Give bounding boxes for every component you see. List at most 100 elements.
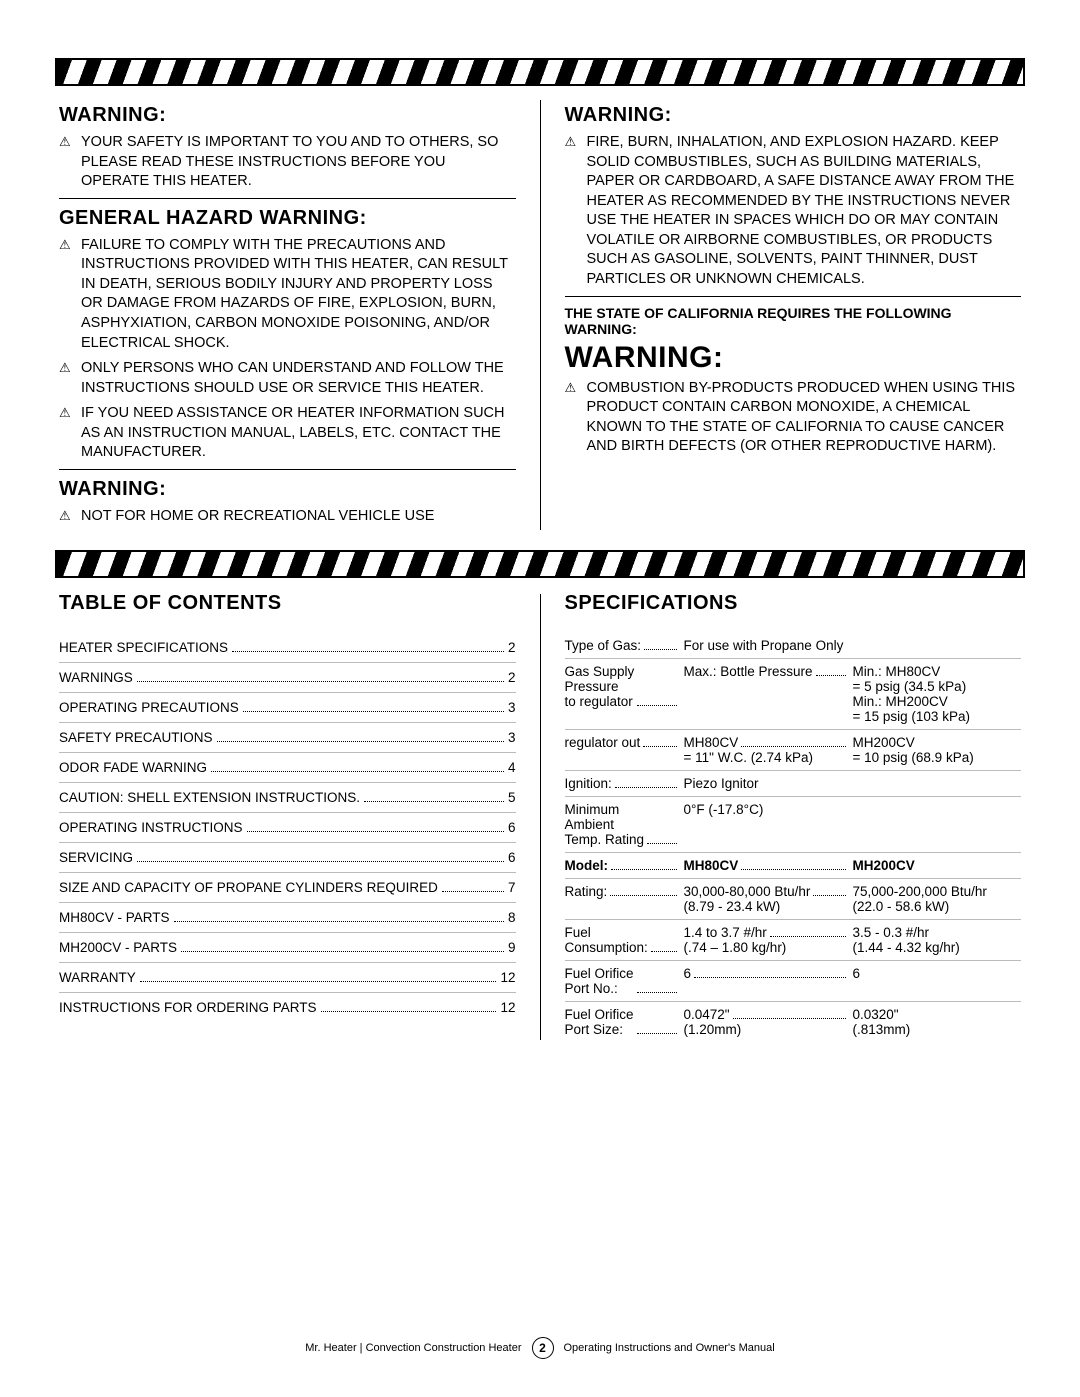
spec-value-2: Min.: MH80CV= 5 psig (34.5 kPa) Min.: MH… (853, 664, 1022, 724)
spec-value-1: 0.0472"(1.20mm) (684, 1007, 849, 1037)
spec-value-2: MH200CV (853, 858, 1022, 873)
toc-row: MH200CV - PARTS9 (59, 933, 516, 963)
toc-page: 4 (508, 760, 516, 775)
spec-label: regulator out (565, 735, 680, 750)
toc-label: ODOR FADE WARNING (59, 760, 207, 775)
footer-left: Mr. Heater | Convection Construction Hea… (305, 1342, 521, 1354)
warning-text: FIRE, BURN, INHALATION, AND EXPLOSION HA… (587, 133, 1022, 290)
spec-value-1: MH80CV (684, 858, 849, 873)
toc-row: WARNINGS 2 (59, 663, 516, 693)
toc-dots (247, 831, 504, 832)
spec-value-2: 6 (853, 966, 1022, 981)
warning-icon: ⚠ (565, 379, 581, 457)
toc-dots (137, 861, 504, 862)
warning-icon: ⚠ (59, 507, 75, 527)
toc-label: MH80CV - PARTS (59, 910, 170, 925)
toc-row: SERVICING 6 (59, 843, 516, 873)
spec-value-1: MH80CV= 11" W.C. (2.74 kPa) (684, 735, 849, 765)
spec-row: Fuel Orifice Port Size:0.0472"(1.20mm)0.… (565, 1002, 1022, 1042)
toc-page: 2 (508, 640, 516, 655)
toc-label: OPERATING PRECAUTIONS (59, 700, 239, 715)
warning-icon: ⚠ (59, 404, 75, 463)
warning-item: ⚠FIRE, BURN, INHALATION, AND EXPLOSION H… (565, 133, 1022, 290)
toc-row: OPERATING INSTRUCTIONS6 (59, 813, 516, 843)
toc-dots (174, 921, 504, 922)
toc-row: SIZE AND CAPACITY OF PROPANE CYLINDERS R… (59, 873, 516, 903)
toc-page: 12 (500, 970, 515, 985)
warning-item: ⚠NOT FOR HOME OR RECREATIONAL VEHICLE US… (59, 507, 516, 527)
toc-page: 2 (508, 670, 516, 685)
warning-item: ⚠ONLY PERSONS WHO CAN UNDERSTAND AND FOL… (59, 359, 516, 398)
warning-section: WARNING:⚠YOUR SAFETY IS IMPORTANT TO YOU… (55, 94, 1025, 542)
spec-value-1: 6 (684, 966, 849, 981)
toc-dots (442, 891, 504, 892)
warning-item: ⚠COMBUSTION BY-PRODUCTS PRODUCED WHEN US… (565, 379, 1022, 457)
spec-row: Ignition: Piezo Ignitor (565, 771, 1022, 797)
spec-value-1: For use with Propane Only (684, 638, 849, 653)
specs-heading: SPECIFICATIONS (565, 592, 1022, 615)
spec-row: Fuel Orifice Port No.:66 (565, 961, 1022, 1002)
toc-dots (364, 801, 504, 802)
warning-item: ⚠FAILURE TO COMPLY WITH THE PRECAUTIONS … (59, 236, 516, 353)
toc-page: 3 (508, 700, 516, 715)
spec-value-1: Piezo Ignitor (684, 776, 849, 791)
toc-page: 6 (508, 850, 516, 865)
warning-text: IF YOU NEED ASSISTANCE OR HEATER INFORMA… (81, 404, 516, 463)
spec-row: Type of Gas: For use with Propane Only (565, 633, 1022, 659)
warning-text: ONLY PERSONS WHO CAN UNDERSTAND AND FOLL… (81, 359, 516, 398)
toc-label: HEATER SPECIFICATIONS (59, 640, 228, 655)
toc-label: INSTRUCTIONS FOR ORDERING PARTS (59, 1000, 317, 1015)
toc-dots (232, 651, 504, 652)
divider (565, 296, 1022, 297)
toc-dots (211, 771, 504, 772)
toc-row: ODOR FADE WARNING 4 (59, 753, 516, 783)
vertical-divider (540, 594, 541, 1040)
spec-label: Ignition: (565, 776, 680, 791)
toc-dots (243, 711, 504, 712)
toc-page: 7 (508, 880, 516, 895)
toc-label: MH200CV - PARTS (59, 940, 177, 955)
warning-icon: ⚠ (59, 236, 75, 353)
spec-value-2: MH200CV= 10 psig (68.9 kPa) (853, 735, 1022, 765)
spec-row: Gas Supply Pressure to regulatorMax.: Bo… (565, 659, 1022, 730)
warning-text: FAILURE TO COMPLY WITH THE PRECAUTIONS A… (81, 236, 516, 353)
toc-heading: TABLE OF CONTENTS (59, 592, 516, 615)
spec-label: Model: (565, 858, 680, 873)
spec-row: Rating:30,000-80,000 Btu/hr(8.79 - 23.4 … (565, 879, 1022, 920)
toc-page: 8 (508, 910, 516, 925)
divider (59, 469, 516, 470)
warning-heading: WARNING: (59, 478, 516, 501)
specs-column: SPECIFICATIONS Type of Gas: For use with … (561, 592, 1026, 1042)
spec-label: Fuel Orifice Port Size: (565, 1007, 680, 1037)
toc-dots (217, 741, 504, 742)
toc-label: WARNINGS (59, 670, 133, 685)
warning-heading: WARNING: (565, 341, 1022, 375)
toc-page: 3 (508, 730, 516, 745)
toc-label: SIZE AND CAPACITY OF PROPANE CYLINDERS R… (59, 880, 438, 895)
spec-row: Fuel Consumption:1.4 to 3.7 #/hr(.74 – 1… (565, 920, 1022, 961)
spec-value-2: 0.0320"(.813mm) (853, 1007, 1022, 1037)
toc-row: CAUTION: SHELL EXTENSION INSTRUCTIONS. 5 (59, 783, 516, 813)
spec-label: Fuel Consumption: (565, 925, 680, 955)
toc-body: HEATER SPECIFICATIONS 2 WARNINGS 2 OPERATING… (59, 633, 516, 1022)
toc-row: INSTRUCTIONS FOR ORDERING PARTS 12 (59, 993, 516, 1022)
spec-label: Minimum Ambient Temp. Rating (565, 802, 680, 847)
page-number: 2 (532, 1337, 554, 1359)
toc-label: SERVICING (59, 850, 133, 865)
toc-label: CAUTION: SHELL EXTENSION INSTRUCTIONS. (59, 790, 360, 805)
warning-heading: WARNING: (59, 104, 516, 127)
spec-label: Rating: (565, 884, 680, 899)
divider (59, 198, 516, 199)
toc-page: 5 (508, 790, 516, 805)
spec-row: regulator out MH80CV= 11" W.C. (2.74 kPa)… (565, 730, 1022, 771)
toc-row: OPERATING PRECAUTIONS 3 (59, 693, 516, 723)
warning-icon: ⚠ (565, 133, 581, 290)
toc-row: MH80CV - PARTS 8 (59, 903, 516, 933)
toc-label: SAFETY PRECAUTIONS (59, 730, 213, 745)
toc-page: 12 (500, 1000, 515, 1015)
toc-dots (321, 1011, 497, 1012)
vertical-divider (540, 100, 541, 530)
toc-page: 6 (508, 820, 516, 835)
spec-label: Type of Gas: (565, 638, 680, 653)
toc-dots (137, 681, 504, 682)
